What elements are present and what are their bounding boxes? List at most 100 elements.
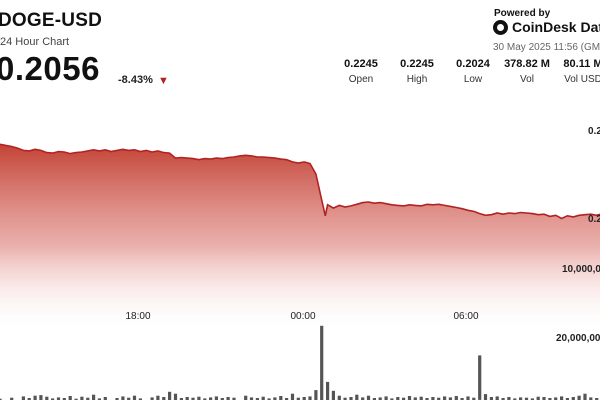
stat-value: 0.2245 [400,58,434,70]
volume-bar [378,397,382,400]
volume-bar [478,355,482,400]
stat-high: 0.2245 High [392,58,442,85]
volume-bar [495,396,499,400]
stat-vol: 378.82 M Vol [502,58,552,85]
brand-name: CoinDesk Data [512,19,600,35]
volume-bar [320,325,324,400]
stat-value: 0.2245 [344,58,378,70]
volume-bar [472,397,476,400]
price-area [0,144,600,330]
stat-label: Open [348,74,374,85]
volume-bar [583,393,587,400]
volume-bar [355,394,359,400]
stat-vol-usd: 80.11 M Vol USD [558,58,600,85]
volume-bar [384,396,388,400]
volume-bar [68,396,72,400]
volume-bar [138,398,142,400]
volume-bar [448,397,452,400]
volume-bar [302,397,306,400]
triangle-down-icon: ▼ [158,75,169,87]
volume-bar [454,396,458,400]
coindesk-logo-icon [493,19,508,35]
volume-bar [402,397,406,400]
stat-label: High [406,74,428,85]
price-change-percent: -8.43% [118,74,153,86]
volume-bar [542,397,546,400]
stat-value: 378.82 M [504,58,550,70]
volume-bar [132,395,137,400]
volume-bar [92,394,96,400]
volume-bar [285,398,289,400]
stat-label: Vol USD [564,74,600,85]
volume-bar [255,398,259,400]
volume-bar [489,397,493,400]
volume-bar [244,395,248,400]
powered-by-label: Powered by [494,8,551,19]
volume-bar [179,398,183,400]
volume-bar [372,398,376,400]
volume-bar [74,398,78,400]
y-tick-label: 0.21 [588,214,600,225]
volume-bar [150,397,154,400]
volume-bar [519,397,523,400]
volume-bar [209,397,213,400]
volume-bar [56,397,61,400]
volume-bar [127,397,131,400]
stat-value: 0.2024 [456,58,490,70]
volume-bar [97,398,101,400]
volume-bar [413,397,417,400]
volume-bar [425,398,429,400]
volume-bar [86,397,90,400]
volume-bar [326,381,330,400]
volume-bar [483,394,488,400]
volume-bar [437,397,441,400]
y-tick-label: 10,000,000 [562,264,600,275]
volume-bar [554,397,558,400]
stat-label: Vol [520,74,534,85]
volume-bar [361,397,365,400]
volume-bar [279,396,283,400]
volume-bar [51,398,55,400]
volume-bar [156,395,160,400]
volume-bar [191,397,195,400]
volume-bar [185,397,189,400]
volume-bar [565,398,569,400]
volume-bar [589,397,593,400]
volume-bar [571,397,575,400]
volume-bar [10,397,14,400]
volume-bar [45,396,49,400]
volume-bar [443,396,447,400]
volume-bar [536,396,540,400]
volume-bar [249,397,254,400]
timestamp: 30 May 2025 11:56 (GMT) [493,42,600,53]
volume-bar [466,396,470,400]
x-tick-label: 06:00 [453,311,478,322]
volume-bar [513,398,517,400]
y-tick-label: 20,000,000 [556,333,600,344]
volume-bar [115,398,119,400]
volume-bar [173,393,178,400]
stat-open: 0.2245 Open [336,58,386,85]
volume-bar [396,397,400,400]
volume-bar [548,398,552,400]
volume-bar [220,398,224,400]
volume-bar [103,397,107,400]
volume-bar [197,396,201,400]
volume-bar [419,396,423,400]
volume-bar [343,397,347,400]
volume-bar [431,397,435,400]
volume-bar [390,398,394,400]
volume-bar [226,397,230,400]
x-tick-label: 00:00 [290,311,315,322]
volume-bar [460,398,464,400]
volume-bar [595,398,599,400]
volume-bar [296,397,300,400]
volume-bar [62,398,66,400]
volume-bar [560,396,564,400]
chart-title: DOGE-USD [0,10,102,31]
volume-bar [168,391,172,400]
volume-bar [0,398,2,400]
volume-bar [337,395,341,400]
volume-bar [273,397,277,400]
